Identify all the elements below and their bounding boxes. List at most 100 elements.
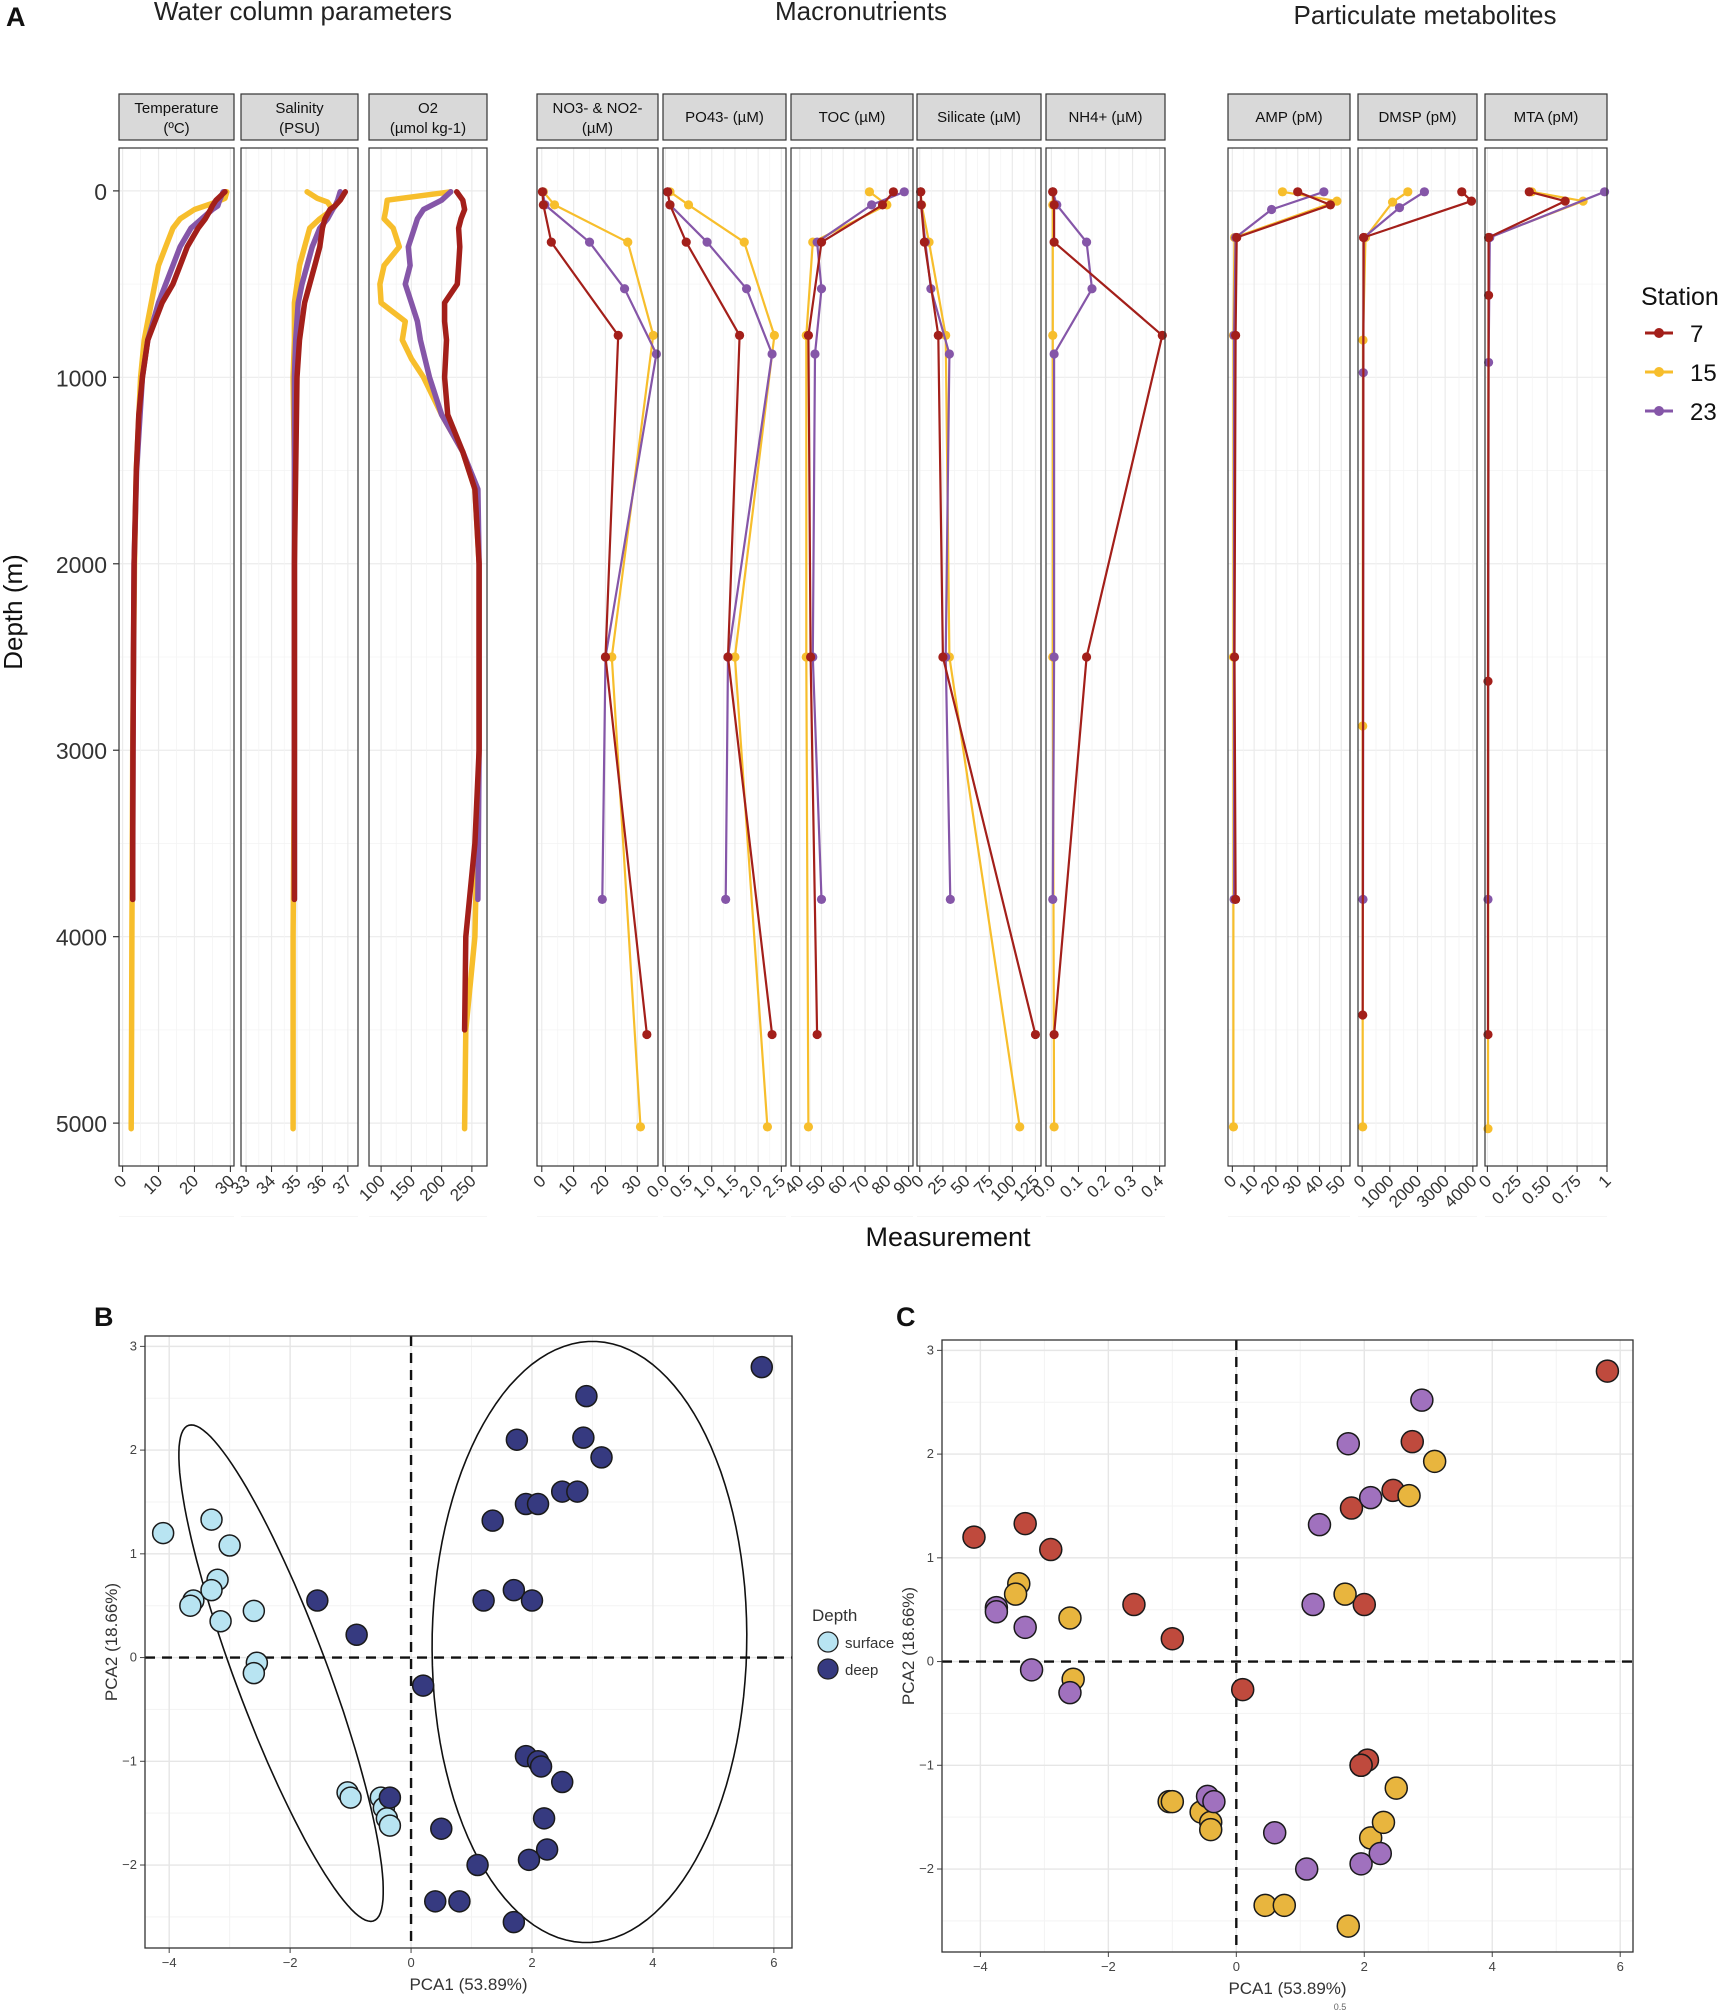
pca-x-tick-label: 2 (1361, 1959, 1368, 1974)
facet-strip (1484, 93, 1608, 141)
station-legend-entry-23: 23 (1645, 399, 1717, 426)
x-tick-label: 35 (278, 1171, 305, 1198)
depth-tick-label: 1000 (56, 365, 107, 391)
point-station-15 (1015, 1122, 1025, 1132)
facet-8: NH4+ (µM)0.00.10.20.30.4 (1029, 93, 1167, 1217)
point-station-23 (651, 349, 662, 359)
point-station-23 (721, 894, 731, 904)
panel-c-pca-station: C −4 −2 0 2 4 6 −2 −1 0 1 2 3 PCA1 (53.89%) PCA2 (18.… (896, 1302, 1634, 2012)
pca-x-tick-label: 4 (649, 1955, 656, 1970)
group-title-water-column: Water column parameters (154, 0, 452, 26)
point-station-7 (1524, 187, 1534, 197)
point-station-7 (1483, 676, 1493, 686)
pca-point-23 (1019, 1658, 1044, 1682)
facet-border (368, 147, 488, 1167)
x-tick-label: 0 (529, 1171, 549, 1191)
point-station-7 (1325, 200, 1335, 210)
facet-panels: Temperature(ºC)0 10 20 30Salinity(PSU)33343… (110, 93, 1615, 1217)
facet-border (790, 147, 914, 1167)
depth-legend-title: Depth (812, 1606, 857, 1625)
pca-point-deep (481, 1509, 504, 1532)
x-tick-label: 0.25 (1488, 1171, 1525, 1208)
point-station-15 (762, 1122, 773, 1132)
station-15-key-point (1654, 367, 1664, 377)
point-station-23 (1266, 204, 1277, 215)
facet-strip-label: NO3- & NO2- (552, 100, 642, 117)
facet-strip-label: MTA (pM) (1514, 109, 1579, 126)
pca-point-deep (517, 1848, 541, 1872)
surface-legend-key (817, 1631, 839, 1653)
pca-point-23 (1013, 1615, 1037, 1640)
pca-point-15 (1336, 1914, 1361, 1938)
measurement-axis-label: Measurement (865, 1222, 1031, 1252)
pca-point-7 (1039, 1537, 1063, 1562)
x-tick-label: 0.4 (1137, 1171, 1167, 1201)
x-tick-label: 34 (253, 1171, 280, 1198)
facet-strip (662, 93, 787, 141)
point-station-15 (864, 187, 875, 197)
facet-strip-label: O2 (418, 100, 438, 117)
point-station-7 (734, 330, 745, 340)
pca-point-15 (1198, 1817, 1223, 1842)
pca-b-plot: −4 −2 0 2 4 6 −2 −1 0 1 2 3 PCA1 (53.89%) PCA2 (18.66… (102, 1335, 793, 1994)
point-station-7 (538, 200, 548, 210)
facet-border (118, 147, 235, 1167)
point-station-15 (1048, 330, 1058, 340)
point-station-7 (1231, 894, 1241, 904)
pca-x-tick-label: 4 (1489, 1959, 1496, 1974)
pca-plot-border (144, 1335, 793, 1949)
point-station-15 (683, 200, 694, 210)
x-tick-label: 0 (1475, 1171, 1495, 1191)
pca-point-23 (1262, 1820, 1287, 1845)
pca-y-tick-label: −2 (122, 1857, 137, 1872)
pca-point-23 (1058, 1680, 1082, 1705)
profile-line-station-7 (129, 189, 228, 903)
deep-legend-key (817, 1658, 839, 1680)
facet-strip-label: PO43- (µM) (685, 109, 764, 126)
x-tick-label: 36 (303, 1171, 330, 1198)
line-station-7 (1233, 190, 1332, 900)
point-station-15 (623, 237, 633, 247)
pca-point-15 (1397, 1483, 1421, 1508)
pca-point-deep (378, 1786, 402, 1809)
pca-point-surface (242, 1599, 266, 1623)
pca-x-tick-label: −2 (1101, 1959, 1116, 1974)
pca-point-23 (1336, 1431, 1361, 1456)
pca-point-surface (242, 1661, 266, 1685)
x-tick-label: 20 (587, 1171, 614, 1198)
pca-plot-area (942, 1340, 1633, 1952)
point-station-15 (1387, 197, 1398, 207)
profile-line-station-7 (441, 189, 482, 1033)
point-station-23 (1048, 894, 1058, 904)
station-23-key-point (1654, 406, 1664, 416)
point-station-15 (1277, 187, 1288, 197)
pca-point-7 (1122, 1592, 1146, 1617)
pca-y-tick-label: 2 (130, 1442, 137, 1457)
point-station-7 (1457, 187, 1467, 197)
point-station-7 (1232, 232, 1242, 243)
point-station-7 (546, 237, 556, 247)
pca-point-deep (466, 1853, 489, 1877)
point-station-7 (1049, 237, 1059, 247)
depth-tick-label: 3000 (56, 738, 107, 764)
line-station-7 (1361, 191, 1473, 1016)
facet-strip (240, 93, 359, 141)
point-station-15 (769, 330, 779, 340)
point-station-7 (723, 652, 733, 662)
pca-point-15 (1160, 1789, 1185, 1814)
pca-point-surface (200, 1508, 223, 1531)
pca-point-7 (962, 1525, 986, 1549)
facet-strip-label: NH4+ (µM) (1068, 109, 1142, 126)
point-station-23 (1394, 203, 1405, 213)
point-station-7 (665, 200, 675, 210)
pca-point-deep (502, 1910, 526, 1934)
point-station-15 (607, 652, 617, 662)
point-station-7 (933, 330, 943, 340)
point-station-7 (1049, 200, 1059, 210)
point-station-7 (537, 187, 548, 197)
pca-point-23 (1368, 1841, 1393, 1866)
x-tick-label: 10 (140, 1171, 167, 1198)
pca-y-tick-label: 1 (130, 1546, 137, 1561)
pca-point-deep (411, 1674, 435, 1697)
